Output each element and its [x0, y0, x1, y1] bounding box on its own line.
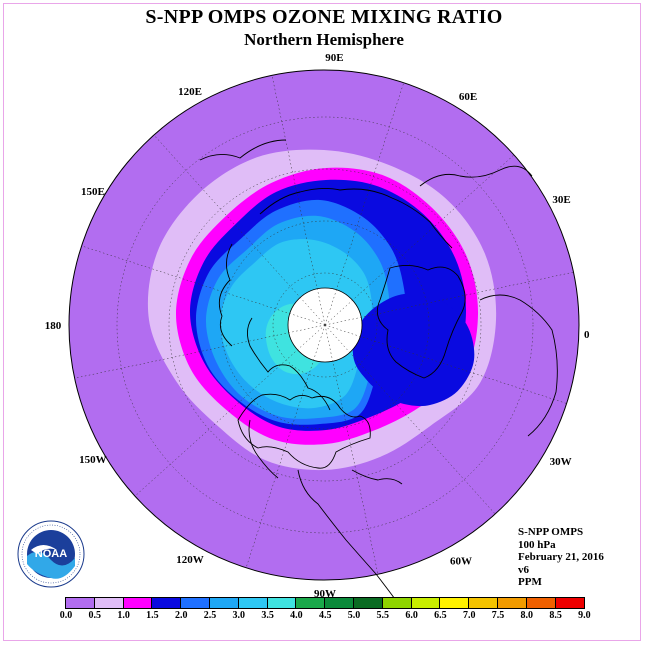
hemisphere-disk: [68, 69, 580, 581]
colorbar-swatch: [181, 598, 210, 608]
coastline: [247, 317, 331, 411]
latitude-circle: [220, 220, 430, 430]
colorbar-tick-label: 0.0: [59, 610, 73, 621]
band-1-5-atlantic-lobe: [352, 293, 475, 407]
colorbar-swatch: [526, 598, 556, 608]
colorbar-tick-label: 5.5: [376, 610, 390, 621]
info-block: S-NPP OMPS 100 hPa February 21, 2016 v6 …: [518, 526, 604, 589]
coastline: [376, 265, 466, 379]
colorbar: [65, 597, 586, 609]
colorbar-swatch: [411, 598, 441, 608]
colorbar-swatch: [469, 598, 498, 608]
longitude-label: 0: [584, 329, 590, 341]
graticule: [75, 75, 575, 575]
colorbar-tick-label: 3.5: [261, 610, 274, 621]
colorbar-tick-label: 4.0: [290, 610, 303, 621]
longitude-label: 150W: [79, 454, 107, 466]
longitude-label: 90E: [325, 52, 343, 64]
colorbar-tick-label: 7.0: [462, 610, 476, 621]
chart-subtitle: Northern Hemisphere: [244, 30, 404, 49]
colorbar-tick-label: 1.0: [117, 610, 130, 621]
info-instrument: S-NPP OMPS: [518, 526, 584, 538]
chart-title: S-NPP OMPS OZONE MIXING RATIO: [145, 6, 503, 28]
meridian-line: [324, 324, 568, 405]
colorbar-tick-label: 2.0: [174, 610, 188, 621]
colorbar-swatch: [123, 598, 153, 608]
colorbar-tick-label: 3.0: [232, 610, 246, 621]
meridian-line: [324, 324, 496, 515]
colorbar-swatch: [152, 598, 182, 608]
colorbar-swatch: [267, 598, 297, 608]
coastline: [419, 165, 533, 187]
longitude-label: 120E: [178, 86, 202, 98]
meridian-line: [324, 154, 515, 326]
colorbar-tick-label: 6.0: [405, 610, 418, 621]
colorbar-swatch: [94, 598, 124, 608]
coastline: [259, 187, 453, 249]
colorbar-swatch: [325, 598, 354, 608]
colorbar-tick-label: 9.0: [578, 610, 591, 621]
coastline: [297, 469, 401, 607]
colorbar-tick-label: 1.5: [146, 610, 159, 621]
coastline: [199, 139, 287, 161]
coastline: [248, 419, 279, 479]
colorbar-swatch: [353, 598, 383, 608]
noaa-logo-text: NOAA: [35, 548, 67, 560]
colorbar-swatch: [555, 598, 585, 608]
coastline: [237, 393, 371, 469]
colorbar-swatch: [497, 598, 527, 608]
colorbar-tick-label: 8.5: [549, 610, 562, 621]
meridian-line: [245, 324, 326, 568]
coastline: [218, 243, 233, 347]
meridian-line: [324, 271, 575, 326]
colorbar-tick-label: 0.5: [88, 610, 102, 621]
figure-frame: [3, 3, 641, 641]
info-date: February 21, 2016: [518, 551, 604, 563]
longitude-label: 30W: [550, 456, 572, 468]
info-version: v6: [518, 563, 529, 576]
colorbar-swatch: [296, 598, 326, 608]
meridian-line: [324, 82, 405, 326]
longitude-label: 60W: [450, 556, 472, 568]
info-level: 100 hPa: [518, 538, 556, 551]
noaa-logo: NOAA: [17, 520, 85, 588]
coastline: [479, 294, 558, 437]
info-units: PPM: [518, 576, 542, 588]
meridian-line: [271, 75, 326, 326]
longitude-label: 30E: [552, 194, 570, 206]
meridian-line: [82, 245, 326, 326]
meridian-line: [324, 324, 379, 575]
colorbar-swatch: [209, 598, 239, 608]
longitude-label: 60E: [459, 91, 477, 103]
colorbar-tick-label: 5.0: [347, 610, 361, 621]
colorbar-tick-label: 7.5: [491, 610, 505, 621]
colorbar-swatch: [440, 598, 470, 608]
meridian-line: [154, 135, 326, 326]
coastline: [351, 469, 403, 485]
longitude-label: 120W: [176, 554, 204, 566]
latitude-circle: [116, 116, 534, 534]
meridian-line: [135, 324, 326, 496]
longitude-label: 150E: [81, 186, 105, 198]
colorbar-tick-label: 2.5: [203, 610, 217, 621]
latitude-circle: [272, 272, 378, 378]
colorbar-swatch: [382, 598, 412, 608]
colorbar-tick-label: 8.0: [520, 610, 534, 621]
coastlines: [199, 139, 558, 607]
colorbar-swatch: [238, 598, 268, 608]
meridian-line: [75, 324, 326, 379]
colorbar-tick-label: 4.5: [318, 610, 332, 621]
longitude-label: 180: [45, 320, 62, 332]
colorbar-swatch: [66, 598, 95, 608]
colorbar-tick-label: 6.5: [434, 610, 447, 621]
latitude-circle: [168, 168, 482, 482]
